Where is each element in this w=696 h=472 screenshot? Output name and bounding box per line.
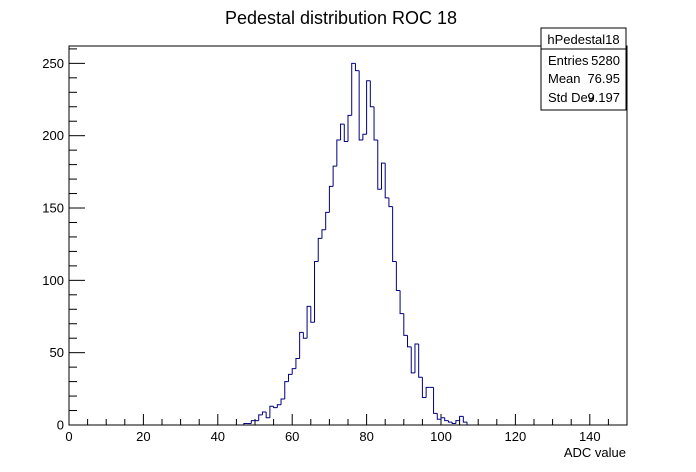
histogram-bin: [250, 420, 255, 424]
histogram-bin: [366, 80, 371, 135]
histogram-bin: [243, 423, 248, 425]
histogram-bin: [395, 261, 401, 291]
histogram-bin: [347, 114, 352, 142]
histogram-bin: [306, 305, 311, 339]
histogram-bin: [418, 343, 423, 378]
x-tick-label: 60: [285, 429, 299, 444]
histogram-bin: [332, 165, 337, 187]
histogram-bin: [265, 411, 270, 419]
y-axis: 0 50 100 150 200 250: [42, 48, 85, 433]
histogram-bin: [447, 420, 453, 423]
histogram-bin: [436, 413, 441, 420]
histogram-bin: [451, 422, 456, 425]
x-axis-title: ADC value: [564, 445, 626, 460]
histogram-bin: [462, 416, 468, 423]
histogram-bin: [399, 290, 404, 315]
histogram-bin: [310, 306, 315, 323]
y-tick-label: 0: [57, 418, 64, 433]
histogram-bin: [328, 185, 334, 213]
histogram-bin: [351, 62, 356, 116]
histogram-bin: [362, 133, 367, 141]
histogram-bin: [380, 162, 386, 190]
stats-label-mean: Mean: [548, 71, 581, 86]
y-tick-label: 150: [42, 201, 64, 216]
histogram-bin: [358, 70, 363, 141]
histogram-bin: [354, 63, 360, 72]
histogram-bin: [314, 261, 319, 323]
histogram-bin: [433, 387, 438, 414]
stats-value-mean: 76.95: [587, 71, 620, 86]
x-tick-label: 80: [359, 429, 373, 444]
y-tick-label: 250: [42, 56, 64, 71]
histogram-bin: [407, 335, 412, 348]
histogram-bin: [373, 106, 378, 141]
histogram-bin: [321, 229, 326, 239]
histogram-series: [243, 62, 468, 425]
histogram-bin: [273, 406, 278, 409]
histogram-bin: [269, 405, 274, 418]
histogram-bin: [444, 417, 449, 422]
x-tick-label: 40: [211, 429, 225, 444]
stats-box: hPedestal18 Entries 5280 Mean 76.95 Std …: [540, 27, 627, 111]
chart-title: Pedestal distribution ROC 18: [225, 8, 457, 28]
histogram-bin: [388, 197, 393, 208]
histogram-bin: [276, 404, 282, 408]
y-tick-label: 200: [42, 128, 64, 143]
histogram-bin: [261, 411, 267, 415]
stats-label-stddev: Std Dev: [548, 90, 595, 105]
histogram-bin: [440, 417, 445, 420]
histogram-bin: [410, 346, 415, 374]
histogram-bin: [302, 332, 308, 339]
histogram-bin: [414, 343, 419, 373]
x-tick-label: 0: [65, 429, 72, 444]
histogram-bin: [295, 357, 300, 369]
histogram-bin: [455, 420, 460, 424]
histogram-bin: [291, 368, 296, 375]
y-tick-label: 50: [50, 345, 64, 360]
histogram-bin: [403, 313, 408, 336]
x-axis: 0 20 40 60 80 100 120 140: [65, 414, 628, 444]
x-tick-label: 120: [505, 429, 527, 444]
stats-value-stddev: 9.197: [587, 90, 620, 105]
histogram-bin: [384, 163, 389, 199]
histogram-bin: [340, 123, 345, 141]
stats-histogram-name: hPedestal18: [547, 32, 619, 47]
histogram-bin: [459, 415, 464, 421]
stats-box-frame: [540, 27, 627, 111]
histogram-bin: [287, 373, 293, 382]
histogram-bin: [284, 381, 289, 399]
histogram-bin: [280, 398, 285, 405]
histogram-bin: [421, 377, 427, 399]
x-tick-label: 100: [430, 429, 452, 444]
histogram-bin: [377, 140, 382, 190]
stats-label-entries: Entries: [548, 53, 589, 68]
stats-value-entries: 5280: [591, 53, 620, 68]
histogram-bin: [392, 206, 397, 263]
histogram-bin: [299, 331, 304, 359]
x-tick-label: 20: [136, 429, 150, 444]
histogram-bin: [343, 124, 348, 142]
y-tick-label: 100: [42, 273, 64, 288]
histogram-bin: [325, 211, 330, 230]
histogram-bin: [336, 139, 341, 167]
histogram-bin: [317, 237, 322, 262]
histogram-bin: [425, 386, 430, 398]
histogram-bin: [258, 414, 263, 421]
x-tick-label: 140: [579, 429, 601, 444]
histogram-bin: [369, 80, 375, 108]
